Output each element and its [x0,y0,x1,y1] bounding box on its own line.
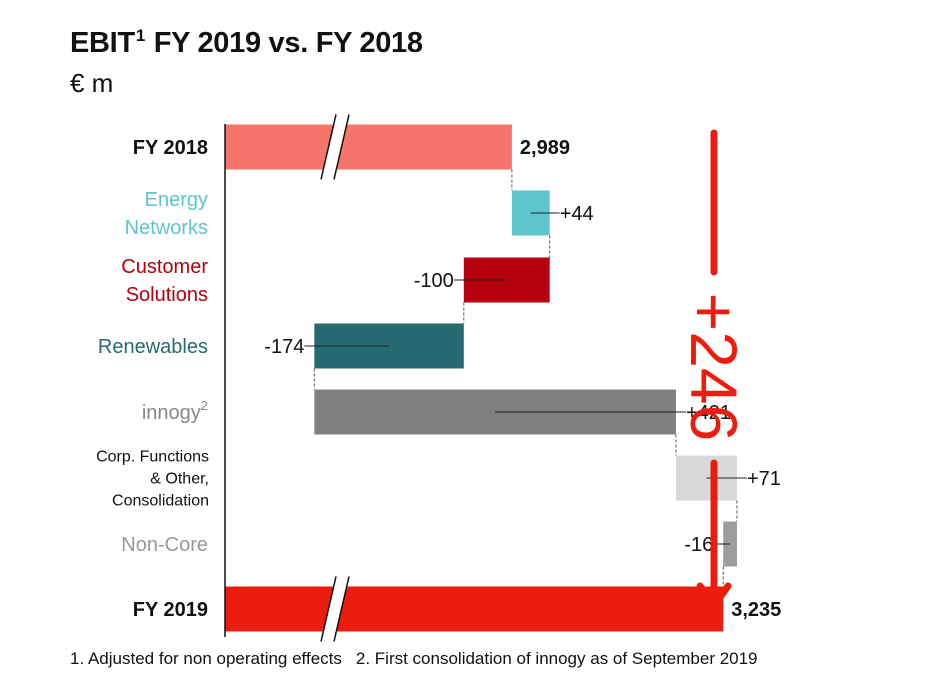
category-label: Solutions [126,284,208,306]
footnotes: 1. Adjusted for non operating effects 2. … [70,649,758,669]
axis-break-gap [321,576,349,642]
chart-title-footnote-ref: 1 [135,26,146,45]
data-label: +44 [560,203,594,225]
axis-break-line [333,114,350,180]
total-change-arrow-head [696,582,732,610]
category-label: FY 2019 [133,599,208,621]
category-label: Renewables [98,336,208,358]
category-label: Corp. Functions [96,449,209,466]
axis-break-line [320,576,337,642]
chart-title-main: EBIT [70,27,135,59]
data-label: -174 [264,336,304,358]
chart-title-rest: FY 2019 vs. FY 2018 [146,27,423,59]
category-label: FY 2018 [133,137,208,159]
category-label: Customer [121,256,208,278]
footnote-2: 2. First consolidation of innogy as of S… [355,649,758,668]
category-label: & Other, [150,471,209,488]
total-change-label: +246 [677,293,751,442]
chart-title: EBIT1 FY 2019 vs. FY 2018 [70,26,423,60]
data-label: 3,235 [731,599,781,621]
data-label: +71 [747,468,781,490]
chart-unit: € m [70,68,114,98]
data-label: +421 [686,402,731,424]
axis-break-gap [321,114,349,180]
category-label: innogy2 [142,398,208,424]
bar-fy-2018 [225,124,512,170]
data-label: 2,989 [520,137,570,159]
category-label: Non-Core [121,534,208,556]
data-label: -100 [414,270,454,292]
category-label: Networks [125,217,208,239]
data-label: -16 [684,534,713,556]
bar-fy-2019 [225,586,724,632]
axis-break-line [333,576,350,642]
category-label: Energy [145,189,208,211]
axis-break-line [320,114,337,180]
category-label-footnote-ref: 2 [201,398,208,413]
category-label: Consolidation [112,493,209,510]
footnote-1: 1. Adjusted for non operating effects [70,649,342,668]
